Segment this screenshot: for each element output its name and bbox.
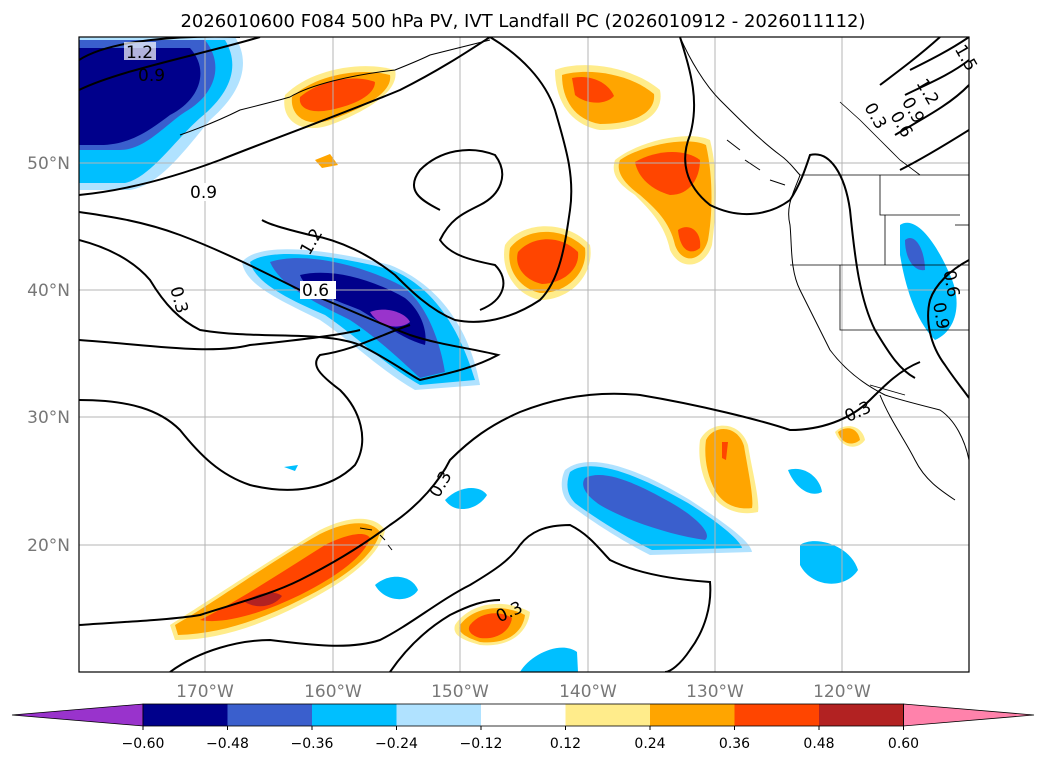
colorbar-segment bbox=[481, 704, 566, 726]
positive-anomaly-aleutian bbox=[299, 78, 375, 112]
pv-contours bbox=[79, 37, 969, 672]
colorbar-segment bbox=[734, 704, 820, 726]
lon-tick-label: 170°W bbox=[176, 682, 234, 702]
contour-label: 0.9 bbox=[928, 301, 952, 331]
colorbar-segment bbox=[819, 704, 904, 726]
lat-tick-label: 40°N bbox=[27, 281, 70, 301]
negative-anomaly-west-us bbox=[905, 238, 925, 271]
contour-label: 0.9 bbox=[190, 183, 217, 203]
positive-anomaly-small bbox=[722, 442, 728, 460]
positive-anomaly-hawaii bbox=[200, 534, 370, 622]
longitude-labels: 170°W 160°W 150°W 140°W 130°W 120°W bbox=[176, 682, 871, 702]
lon-tick-label: 130°W bbox=[686, 682, 744, 702]
colorbar-segment bbox=[227, 704, 313, 726]
colorbar-tick-label: −0.36 bbox=[291, 736, 334, 752]
lat-tick-label: 30°N bbox=[27, 408, 70, 428]
colorbar-tick-label: 0.36 bbox=[719, 736, 750, 752]
negative-anomaly-small bbox=[788, 468, 822, 494]
negative-anomaly-small bbox=[520, 647, 578, 672]
graticule bbox=[79, 37, 969, 672]
figure-title: 2026010600 F084 500 hPa PV, IVT Landfall… bbox=[180, 11, 865, 32]
colorbar: −0.60 −0.48 −0.36 −0.24 −0.12 0.12 0.24 0.36 0.4… bbox=[11, 703, 1035, 752]
colorbar-tick-label: −0.48 bbox=[206, 736, 249, 752]
lon-tick-label: 160°W bbox=[304, 682, 362, 702]
negative-anomaly-small bbox=[800, 541, 858, 584]
positive-anomaly-hawaii-peak bbox=[245, 592, 282, 607]
positive-anomaly-gulf bbox=[572, 76, 614, 103]
positive-anomaly-small bbox=[468, 613, 512, 639]
contour-label: 0.9 bbox=[138, 66, 165, 86]
colorbar-segment bbox=[312, 704, 397, 726]
colorbar-segment bbox=[143, 704, 228, 726]
colorbar-tick-label: 0.48 bbox=[803, 736, 834, 752]
negative-anomaly-small bbox=[445, 488, 487, 510]
positive-anomaly-small bbox=[315, 154, 338, 168]
colorbar-segment bbox=[565, 704, 651, 726]
colorbar-frame bbox=[142, 703, 904, 727]
borders bbox=[790, 101, 969, 396]
negative-anomaly-south bbox=[583, 475, 707, 540]
colorbar-tick-label: −0.12 bbox=[460, 736, 503, 752]
contour-label: 1.2 bbox=[126, 43, 153, 63]
negative-anomaly-nw bbox=[79, 48, 201, 145]
negative-anomaly-small bbox=[284, 465, 298, 471]
colorbar-tick-label: −0.24 bbox=[375, 736, 418, 752]
positive-anomaly-small bbox=[705, 429, 753, 509]
colorbar-tick-label: −0.60 bbox=[122, 736, 165, 752]
positive-anomaly-offshore bbox=[678, 227, 701, 252]
colorbar-tick-label: 0.12 bbox=[550, 736, 581, 752]
negative-anomaly-small bbox=[375, 576, 418, 600]
lon-tick-label: 140°W bbox=[559, 682, 617, 702]
colorbar-tick-label: 0.24 bbox=[634, 736, 665, 752]
negative-anomaly-central-peak bbox=[370, 309, 410, 327]
coastlines bbox=[179, 37, 969, 551]
lat-tick-label: 50°N bbox=[27, 154, 70, 174]
colorbar-segment bbox=[650, 704, 735, 726]
colorbar-extension-max bbox=[903, 703, 1035, 727]
colorbar-tick-label: 0.60 bbox=[888, 736, 919, 752]
positive-anomaly-small bbox=[838, 428, 860, 444]
contour-label: 0.6 bbox=[302, 281, 329, 301]
colorbar-segment bbox=[396, 704, 482, 726]
lon-tick-label: 120°W bbox=[813, 682, 871, 702]
map-frame bbox=[78, 36, 970, 673]
lon-tick-label: 150°W bbox=[431, 682, 489, 702]
latitude-labels: 50°N 40°N 30°N 20°N bbox=[27, 154, 70, 556]
map-panel: 1.2 0.9 0.9 1.2 0.6 0.3 0.3 0.3 0.3 0.3 … bbox=[78, 36, 981, 673]
colorbar-extension-min bbox=[11, 703, 144, 727]
contour-label: 0.6 bbox=[939, 269, 963, 299]
lat-tick-label: 20°N bbox=[27, 536, 70, 556]
